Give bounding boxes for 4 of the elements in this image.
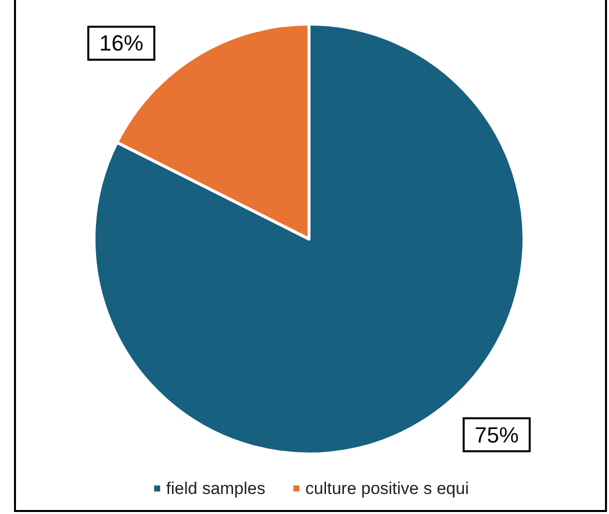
data-label: 16% [99, 30, 144, 56]
legend-label: culture positive s equi [305, 479, 469, 498]
legend-label: field samples [166, 479, 266, 498]
data-label: 75% [474, 422, 519, 448]
